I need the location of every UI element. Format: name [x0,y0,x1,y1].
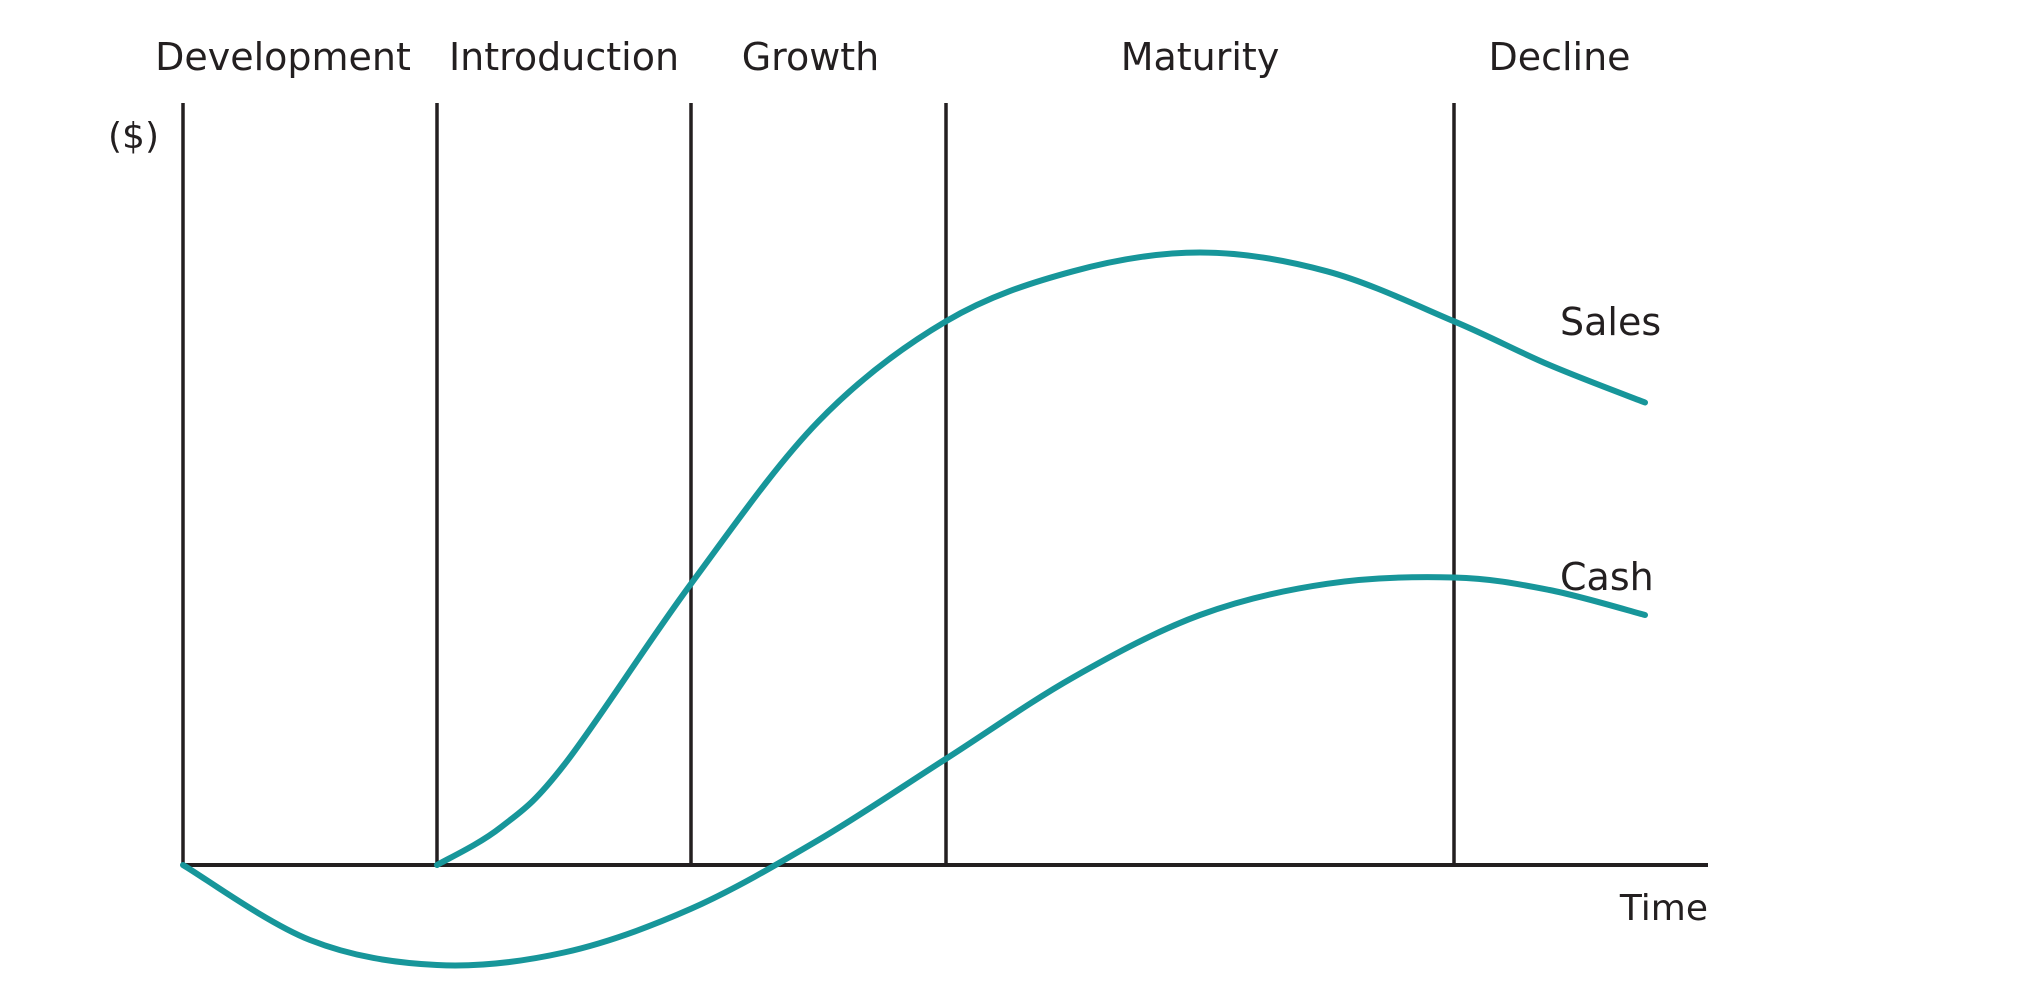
stage-label-introduction: Introduction [449,35,679,79]
stage-label-development: Development [155,35,411,79]
stage-label-growth: Growth [742,35,880,79]
series-curves [180,249,1648,969]
series-labels: Sales Cash [1560,300,1661,599]
stage-label-maturity: Maturity [1121,35,1280,79]
x-axis-label: Time [1619,888,1708,929]
sales-label: Sales [1560,300,1661,344]
stage-label-decline: Decline [1488,35,1630,79]
stage-labels: Development Introduction Growth Maturity Dec… [155,35,1630,79]
sales-curve [434,249,1648,868]
cash-label: Cash [1560,555,1654,599]
stage-dividers [181,103,1456,865]
y-axis-label: ($) [108,116,159,157]
cash-curve [180,574,1648,969]
